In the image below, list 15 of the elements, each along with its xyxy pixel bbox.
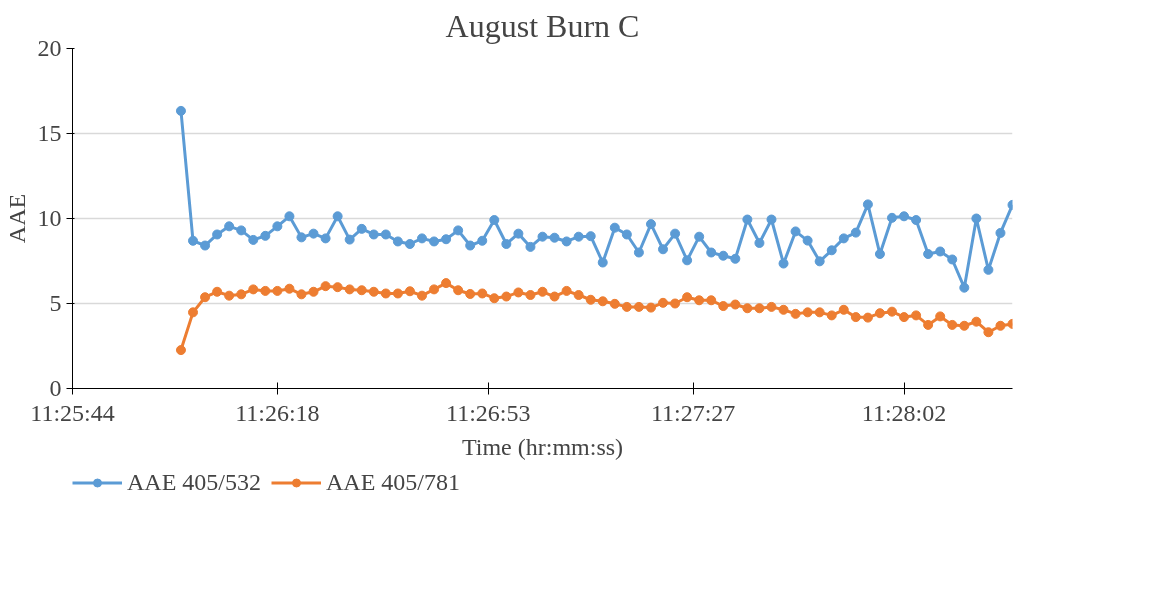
x-axis-title: Time (hr:mm:ss)	[461, 433, 624, 460]
x-tick-label: 11:27:27	[650, 399, 736, 426]
y-axis-title: AAE	[3, 193, 30, 244]
x-tick-label: 11:26:18	[235, 399, 320, 426]
x-tick-label: 11:25:44	[30, 399, 115, 426]
legend-label: AAE 405/781	[326, 468, 460, 496]
y-tick-label: 10	[37, 205, 62, 231]
x-tick-label: 11:26:53	[446, 399, 531, 426]
y-tick-label: 15	[37, 120, 62, 146]
x-tick-label: 11:28:02	[861, 399, 947, 426]
legend-label: AAE 405/532	[127, 468, 261, 496]
y-tick-label: 20	[37, 35, 62, 61]
y-tick-label: 5	[49, 290, 62, 316]
y-tick-label: 0	[49, 375, 62, 401]
chart-title: August Burn C	[445, 7, 640, 44]
